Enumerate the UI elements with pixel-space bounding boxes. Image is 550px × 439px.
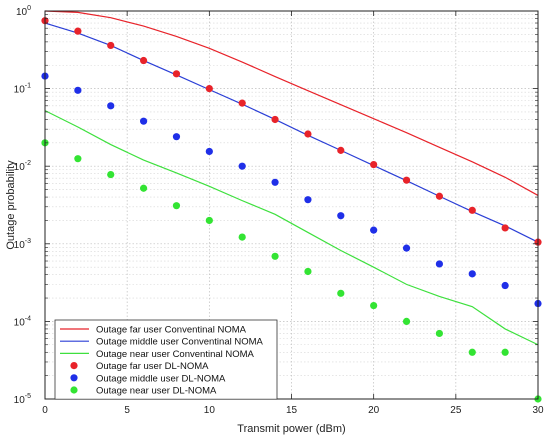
data-point bbox=[370, 226, 378, 234]
series-2 bbox=[44, 22, 539, 243]
data-point bbox=[107, 41, 115, 50]
legend-entry-label: Outage middle user DL-NOMA bbox=[96, 373, 226, 384]
y-tick-base: 10 bbox=[14, 240, 26, 251]
data-point bbox=[402, 244, 411, 252]
data-point bbox=[238, 99, 246, 107]
legend-marker-swatch bbox=[70, 374, 78, 382]
x-tick-labels: 0 5 10 15 20 25 30 bbox=[42, 405, 544, 416]
data-point bbox=[172, 133, 181, 141]
data-point bbox=[172, 202, 181, 210]
x-tick-label: 0 bbox=[42, 405, 48, 416]
y-tick-exponent: 0 bbox=[27, 5, 31, 12]
data-point bbox=[74, 86, 82, 94]
series-5 bbox=[41, 72, 542, 308]
data-point bbox=[140, 184, 148, 192]
data-point bbox=[435, 260, 443, 268]
data-point bbox=[435, 329, 443, 338]
series-line bbox=[44, 110, 539, 346]
data-point bbox=[205, 85, 213, 93]
y-tick-base: 10 bbox=[14, 85, 26, 96]
series-6 bbox=[41, 139, 542, 403]
data-point bbox=[107, 102, 115, 110]
data-point bbox=[271, 115, 279, 124]
y-tick-label: 10-5 bbox=[14, 393, 31, 406]
data-point bbox=[501, 281, 509, 290]
data-point bbox=[271, 252, 279, 260]
data-point bbox=[370, 160, 378, 169]
series-line bbox=[44, 22, 539, 243]
data-point bbox=[435, 192, 443, 200]
y-tick-exponent: -3 bbox=[25, 238, 31, 245]
legend-entry-label: Outage near user Conventinal NOMA bbox=[96, 349, 255, 360]
legend-box bbox=[54, 319, 278, 400]
y-tick-label: 10-1 bbox=[14, 83, 31, 96]
data-point bbox=[140, 56, 148, 65]
y-tick-base: 10 bbox=[14, 162, 26, 173]
y-tick-exponent: -4 bbox=[25, 315, 31, 322]
legend-entry-label: Outage middle user Conventinal NOMA bbox=[96, 337, 264, 348]
x-tick-label: 10 bbox=[204, 405, 216, 416]
legend-marker-swatch bbox=[70, 386, 78, 394]
data-point bbox=[74, 155, 82, 163]
data-point bbox=[468, 270, 476, 278]
data-point bbox=[304, 267, 312, 276]
data-point bbox=[468, 206, 476, 214]
data-point bbox=[140, 117, 148, 125]
data-point bbox=[304, 130, 312, 138]
x-tick-label: 30 bbox=[532, 405, 544, 416]
legend-entry-label: Outage far user DL-NOMA bbox=[96, 361, 209, 372]
data-point bbox=[172, 70, 181, 78]
y-tick-base: 10 bbox=[16, 7, 28, 18]
data-point bbox=[337, 146, 345, 154]
y-tick-exponent: -1 bbox=[25, 83, 31, 90]
data-point bbox=[370, 301, 378, 310]
data-point bbox=[238, 162, 246, 170]
legend-entry-label: Outage near user DL-NOMA bbox=[96, 386, 217, 397]
y-tick-exponent: -2 bbox=[25, 160, 31, 167]
legend-entry-label: Outage far user Conventinal NOMA bbox=[96, 325, 247, 336]
data-point bbox=[337, 212, 345, 220]
data-point bbox=[107, 170, 115, 179]
legend-marker-swatch bbox=[70, 362, 78, 370]
data-point bbox=[238, 233, 246, 241]
y-tick-label: 10-3 bbox=[14, 238, 31, 251]
data-point bbox=[205, 216, 213, 225]
y-tick-base: 10 bbox=[14, 395, 26, 406]
data-point bbox=[337, 289, 345, 297]
data-point bbox=[74, 27, 82, 35]
x-tick-label: 5 bbox=[124, 405, 130, 416]
data-point bbox=[205, 147, 213, 156]
y-tick-label: 10-2 bbox=[14, 160, 31, 173]
x-tick-label: 25 bbox=[450, 405, 462, 416]
data-point bbox=[271, 178, 279, 186]
data-point bbox=[468, 348, 476, 356]
x-axis-title: Transmit power (dBm) bbox=[237, 423, 345, 435]
series-3 bbox=[44, 110, 539, 346]
y-tick-label: 10-4 bbox=[14, 315, 31, 328]
x-tick-label: 20 bbox=[368, 405, 380, 416]
data-point bbox=[402, 176, 411, 184]
y-tick-exponent: -5 bbox=[25, 393, 31, 400]
series-layer bbox=[41, 10, 542, 403]
x-tick-label: 15 bbox=[286, 405, 298, 416]
data-point bbox=[501, 348, 509, 356]
y-tick-base: 10 bbox=[14, 317, 26, 328]
y-tick-label: 100 bbox=[16, 5, 31, 18]
data-point bbox=[304, 196, 312, 204]
data-point bbox=[402, 317, 411, 325]
y-axis-title: Outage probability bbox=[5, 160, 17, 250]
series-line bbox=[44, 10, 539, 196]
data-point bbox=[501, 224, 509, 232]
series-1 bbox=[44, 10, 539, 196]
